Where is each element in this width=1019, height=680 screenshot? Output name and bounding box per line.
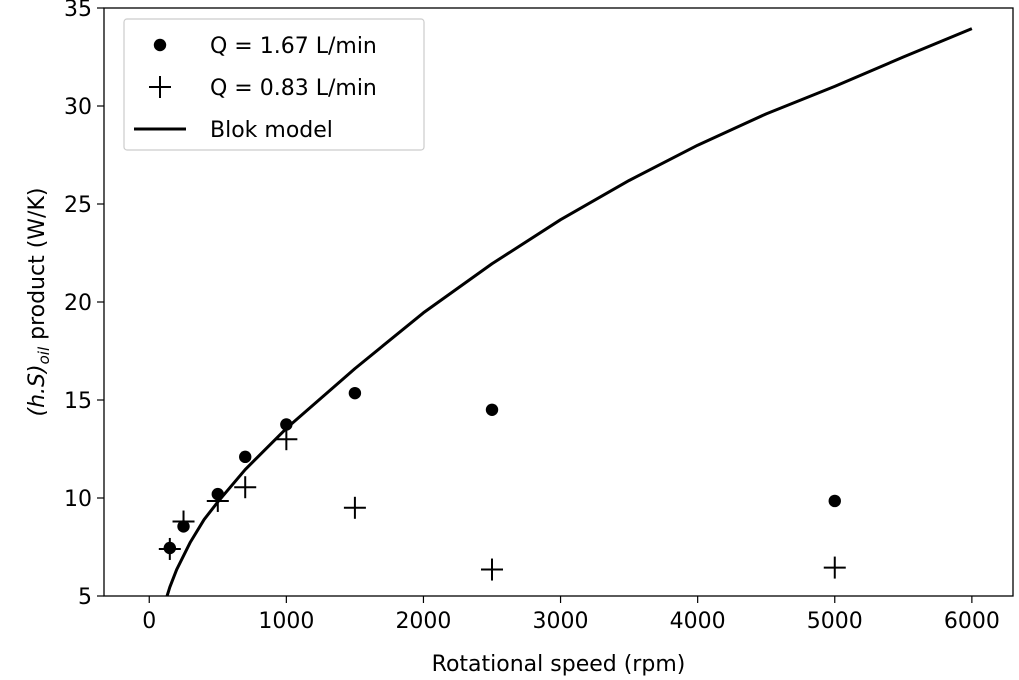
data-point: [823, 556, 846, 579]
data-point: [158, 537, 181, 560]
legend-label: Blok model: [210, 118, 333, 143]
legend-label: Q = 0.83 L/min: [210, 76, 377, 101]
legend-label: Q = 1.67 L/min: [210, 34, 377, 59]
data-point: [481, 558, 504, 581]
y-tick-label: 10: [64, 487, 92, 512]
y-axis: 5 10 15 20 25 30 35: [64, 0, 104, 610]
y-tick-label: 20: [64, 291, 92, 316]
y-axis-label-suffix: product (W/K): [25, 188, 50, 347]
y-tick-label: 25: [64, 193, 92, 218]
data-point: [348, 386, 362, 400]
x-axis: 0 1000 2000 3000 4000 5000 6000: [142, 596, 1000, 634]
data-point: [172, 510, 195, 533]
data-point: [343, 496, 366, 519]
legend: Q = 1.67 L/min Q = 0.83 L/min Blok model: [123, 18, 425, 151]
legend-box: [123, 18, 425, 151]
x-tick-label: 0: [142, 609, 156, 634]
legend-item: Blok model: [134, 118, 333, 143]
data-marks: [158, 27, 973, 597]
y-axis-label: (h.S)oil product (W/K): [25, 188, 53, 417]
x-tick-label: 6000: [944, 609, 1000, 634]
y-tick-label: 15: [64, 389, 92, 414]
data-point: [239, 450, 252, 464]
data-point: [485, 403, 499, 416]
x-axis-label: Rotational speed (rpm): [432, 652, 686, 677]
data-point: [234, 476, 257, 499]
legend-item: Q = 0.83 L/min: [149, 76, 377, 101]
y-tick-label: 35: [64, 0, 92, 22]
x-tick-label: 5000: [807, 609, 863, 634]
data-point: [275, 428, 298, 451]
x-tick-label: 4000: [670, 609, 726, 634]
x-tick-label: 1000: [258, 609, 314, 634]
series-line-blok-model: [165, 27, 973, 597]
legend-marker-icon: [149, 76, 171, 98]
x-tick-label: 2000: [395, 609, 451, 634]
legend-item: Q = 1.67 L/min: [153, 34, 377, 59]
legend-marker-icon: [153, 38, 167, 52]
data-point: [828, 494, 841, 508]
x-tick-label: 3000: [533, 609, 589, 634]
y-tick-label: 30: [64, 95, 92, 120]
y-tick-label: 5: [78, 585, 92, 610]
y-axis-label-prefix: (h.S): [25, 364, 50, 416]
y-axis-label-subscript: oil: [35, 346, 53, 364]
